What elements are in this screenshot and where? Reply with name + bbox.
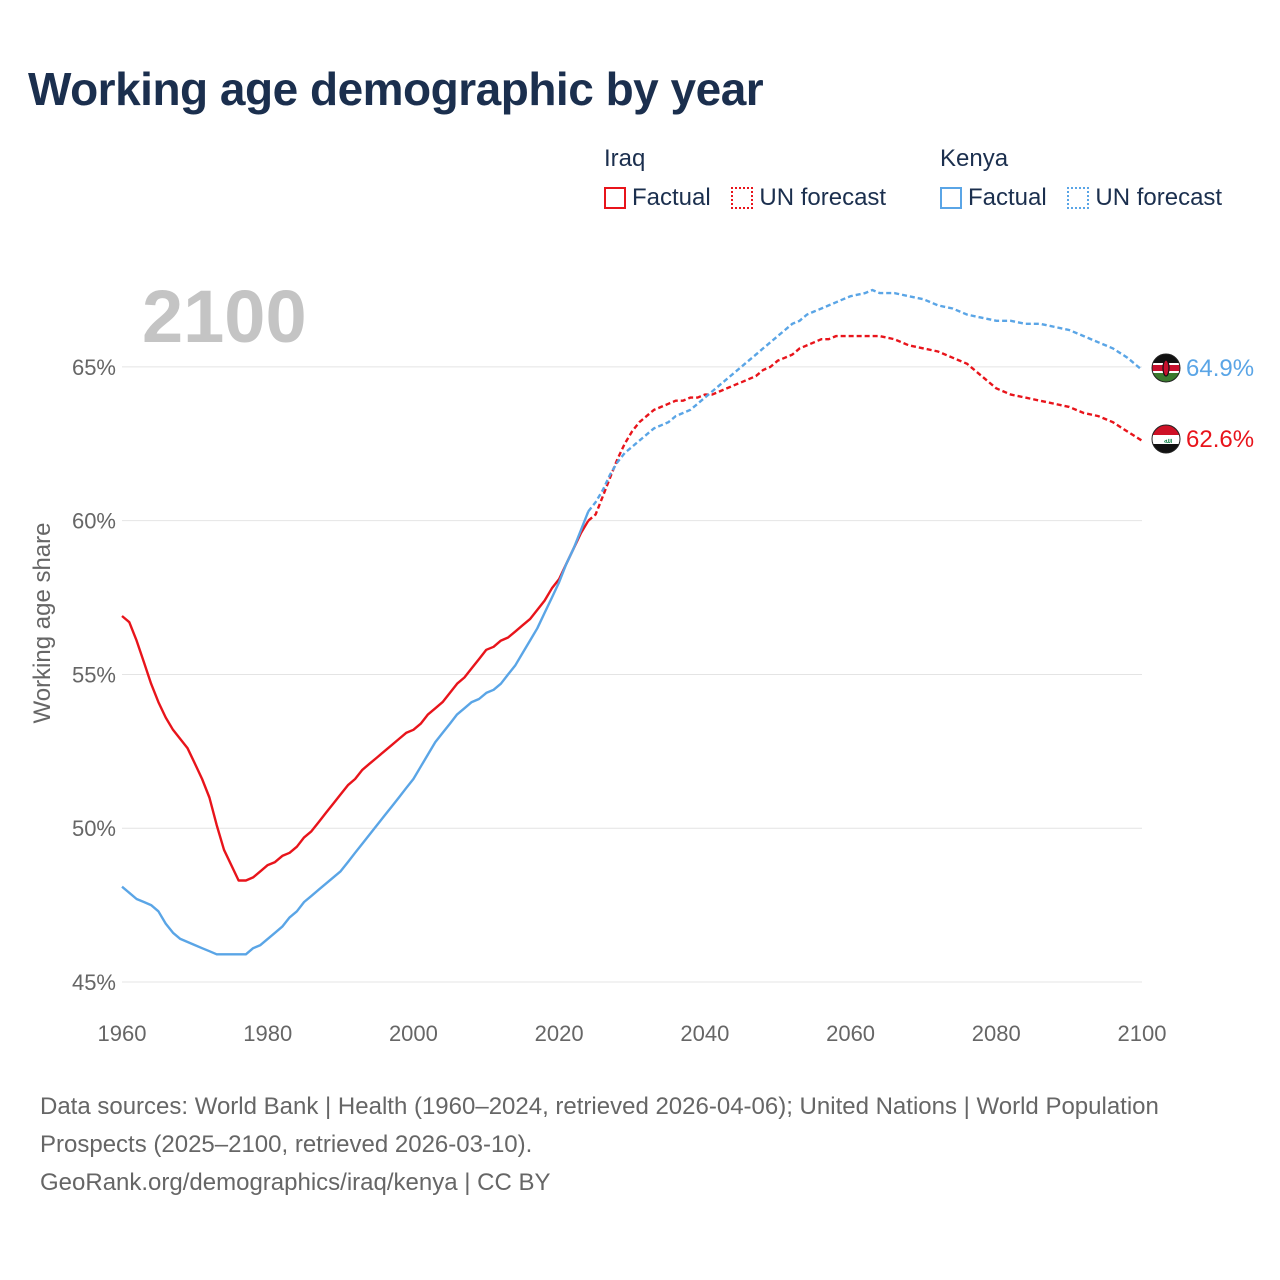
x-tick-label: 2040 [680, 1021, 729, 1046]
x-tick-label: 2080 [972, 1021, 1021, 1046]
legend-item-iraq-forecast[interactable]: UN forecast [731, 178, 886, 218]
x-axis-ticks: 1960 1980 2000 2020 2040 2060 2080 2100 [98, 1021, 1167, 1046]
series-line-kenya-factual[interactable] [121, 510, 590, 956]
end-label-iraq: 62.6% [1186, 426, 1254, 453]
y-tick-label: 45% [72, 970, 116, 995]
x-tick-label: 2060 [826, 1021, 875, 1046]
x-tick-label: 2000 [389, 1021, 438, 1046]
y-axis-ticks: 45% 50% 55% 60% 65% [72, 355, 116, 995]
legend-swatch-dotted [1067, 187, 1090, 209]
legend-item-iraq-factual[interactable]: Factual [604, 178, 711, 218]
legend-label: Factual [632, 184, 711, 211]
legend-swatch-dotted [731, 187, 754, 209]
x-tick-label: 2020 [535, 1021, 584, 1046]
legend-group-kenya: Kenya Factual UN forecast [940, 144, 1236, 218]
y-tick-label: 65% [72, 355, 116, 380]
footer-sources: Data sources: World Bank | Health (1960–… [40, 1093, 1159, 1158]
legend-group-iraq: Iraq Factual UN forecast [604, 144, 900, 218]
iraq-flag-icon: ﷲ [1151, 424, 1181, 454]
x-tick-label: 2100 [1118, 1021, 1167, 1046]
legend-label: UN forecast [1095, 184, 1223, 211]
legend-group-name: Kenya [940, 145, 1009, 172]
kenya-flag-icon [1151, 353, 1181, 383]
grid-lines [122, 366, 1142, 983]
x-tick-label: 1960 [98, 1021, 147, 1046]
legend-item-kenya-factual[interactable]: Factual [940, 178, 1047, 218]
chart-title: Working age demographic by year [28, 63, 764, 115]
year-watermark: 2100 [142, 275, 307, 358]
line-chart: 2100 45% 50% 55% 60% 65% 1960 1980 2000 2020 204… [29, 275, 1254, 1046]
series-line-iraq-factual[interactable] [121, 520, 590, 882]
series-lines [121, 288, 1143, 956]
legend-label: Factual [968, 184, 1047, 211]
series-line-kenya-forecast[interactable] [587, 288, 1143, 513]
legend-swatch-solid [940, 187, 962, 209]
footer-link[interactable]: GeoRank.org/demographics/iraq/kenya | CC… [40, 1169, 551, 1196]
y-axis-label: Working age share [29, 523, 56, 724]
y-tick-label: 50% [72, 816, 116, 841]
end-label-kenya: 64.9% [1186, 355, 1254, 382]
series-line-iraq-forecast[interactable] [587, 334, 1143, 522]
y-tick-label: 55% [72, 662, 116, 687]
x-tick-label: 1980 [243, 1021, 292, 1046]
y-tick-label: 60% [72, 509, 116, 534]
svg-text:ﷲ: ﷲ [1164, 437, 1172, 445]
legend-item-kenya-forecast[interactable]: UN forecast [1067, 178, 1222, 218]
legend-swatch-solid [604, 187, 626, 209]
legend-label: UN forecast [759, 184, 887, 211]
footer: Data sources: World Bank | Health (1960–… [40, 1088, 1240, 1202]
legend-group-name: Iraq [604, 145, 646, 172]
